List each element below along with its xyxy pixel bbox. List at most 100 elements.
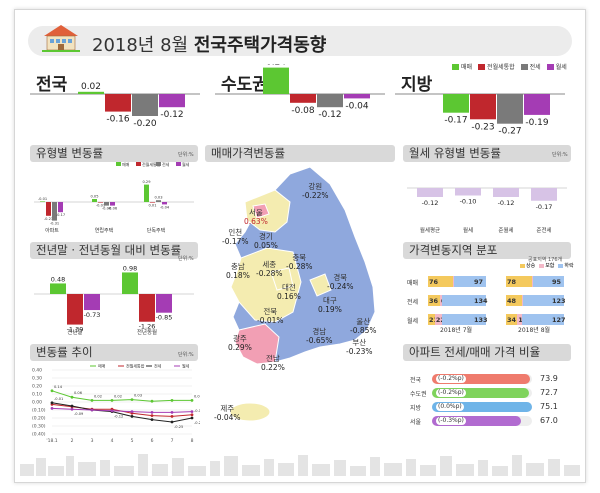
map-region-name: 경남 <box>312 327 327 336</box>
trend-ytick: 0.30 <box>32 376 42 382</box>
trend-legend-label: 매매 <box>98 363 106 369</box>
trend-line-chart: 매매 전월세통합 전세 월세 0.40 0.30 0.20 0.10 0.00 (0.10) (0.… <box>32 363 200 445</box>
type-legend-swatch <box>156 162 161 166</box>
trend-point <box>70 407 74 411</box>
map-region-name: 서울 <box>249 208 263 217</box>
dist-segment <box>428 276 454 287</box>
region-bar <box>524 94 550 115</box>
type-bar <box>144 184 149 202</box>
trend-line <box>51 390 192 402</box>
type-bar <box>40 201 45 202</box>
yoy-bar <box>84 294 100 311</box>
rent-category-label: 월세 <box>463 226 473 234</box>
trend-ytick: (0.10) <box>32 408 46 414</box>
legend-item: 전세 <box>520 62 541 71</box>
map-region-value: -0.28% <box>256 269 283 278</box>
map-region-label: 전북 -0.01% <box>257 307 284 325</box>
dist-segment-label: 48 <box>507 297 517 305</box>
rent-bar <box>531 188 557 201</box>
trend-point <box>110 409 114 413</box>
map-region-label: 경남 -0.65% <box>306 327 333 345</box>
rent-category-label: 월세평균 <box>420 226 440 234</box>
trend-legend-label: 월세 <box>182 363 190 369</box>
legend-swatch <box>452 63 459 70</box>
dist-period-label: 2018년 8월 <box>518 327 551 334</box>
legend-label: 매매 <box>461 64 473 71</box>
dist-row-label: 전세 <box>407 299 419 306</box>
dist-segment <box>453 276 455 287</box>
dist-segment-label: 78 <box>507 278 517 286</box>
trend-ytick: 0.00 <box>32 400 42 406</box>
trend-annotation: 0.02 <box>194 394 200 398</box>
trend-point <box>50 407 54 410</box>
ratio-value: 73.9 <box>540 374 558 383</box>
ratio-change: (-0.3%p) <box>436 417 466 425</box>
legend-swatch <box>520 63 528 70</box>
map-region-value: -0.17% <box>222 237 249 246</box>
trend-annotation: -0.09 <box>74 412 84 416</box>
map-region-label: 대구 0.19% <box>318 296 342 314</box>
trend-annotation: 0.06 <box>74 391 83 395</box>
type-bar-label: -0.04 <box>160 205 170 209</box>
region-bar <box>105 94 131 112</box>
title-text: 전국주택가격동향 <box>193 35 327 56</box>
dist-segment-label: 97 <box>474 278 484 286</box>
type-bar-label: -0.01 <box>38 197 47 201</box>
rent-bar-label: -0.10 <box>460 198 477 206</box>
panel-title-rent: 월세 유형별 변동률 <box>403 145 571 162</box>
type-bar-label: 0.03 <box>154 196 162 200</box>
dist-segment <box>434 314 443 325</box>
ratio-value: 72.7 <box>540 388 558 397</box>
region-bar <box>470 94 496 120</box>
yoy-category-label: 전년말 <box>67 328 82 336</box>
region-bar-label: -0.12 <box>160 110 183 120</box>
ratio-bar <box>432 402 532 412</box>
unit-rent: 단위:% <box>552 152 568 158</box>
unit-trend: 단위:% <box>178 352 194 358</box>
type-bar-label: -0.06 <box>102 207 112 211</box>
trend-point <box>90 408 94 412</box>
dist-segment <box>532 276 564 287</box>
trend-point <box>170 415 174 418</box>
ratio-change: (-0.2%p) <box>436 375 466 383</box>
map-region-value: -0.28% <box>286 262 313 271</box>
trend-xtick: '18.1 <box>46 438 57 444</box>
ratio-row-label: 수도권 <box>410 391 427 398</box>
dist-segment <box>517 314 523 325</box>
ratio-row-label: 지방 <box>410 405 422 412</box>
dist-segment <box>522 314 564 325</box>
trend-annotation: -0.01 <box>54 397 63 401</box>
dist-segment-label: 134 <box>474 297 488 305</box>
map-region-value: -0.22% <box>302 191 329 200</box>
rent-bar <box>493 188 519 197</box>
map-region-name: 울산 <box>356 317 371 326</box>
trend-annotation: -0.12 <box>114 415 123 419</box>
trend-ytick: 0.40 <box>32 368 42 374</box>
map-region-label: 서울 0.63% <box>244 208 268 226</box>
type-bar-label: -0.01 <box>96 204 105 208</box>
trend-point <box>150 414 154 417</box>
yoy-bar <box>156 294 172 313</box>
trend-point <box>190 413 194 417</box>
dist-segment-label: 34 <box>507 316 517 324</box>
title-bar <box>28 26 572 56</box>
region-bar <box>497 94 523 124</box>
trend-point <box>150 418 154 421</box>
map-region-value: -0.04% <box>214 413 241 422</box>
unit-type: 단위:% <box>178 152 194 158</box>
type-legend-label: 매매 <box>122 161 130 167</box>
title-date: 2018년 8월 <box>92 35 189 56</box>
map-region-label: 충남 0.18% <box>226 262 250 280</box>
trend-point <box>110 399 114 402</box>
trend-point <box>130 410 134 413</box>
legend-label: 월세 <box>555 64 567 71</box>
type-bar-label: -0.06 <box>108 207 118 211</box>
dist-legend-label: 하락 <box>564 263 574 269</box>
trend-point <box>190 399 194 402</box>
trend-xtick: 2 <box>71 438 74 444</box>
region-bar-label: -0.17 <box>444 116 467 126</box>
region-bar <box>290 94 316 103</box>
ratio-value: 67.0 <box>540 416 558 425</box>
map-region-value: 0.63% <box>244 217 268 226</box>
panel-title-ratio: 아파트 전세/매매 가격 비율 <box>403 344 571 361</box>
